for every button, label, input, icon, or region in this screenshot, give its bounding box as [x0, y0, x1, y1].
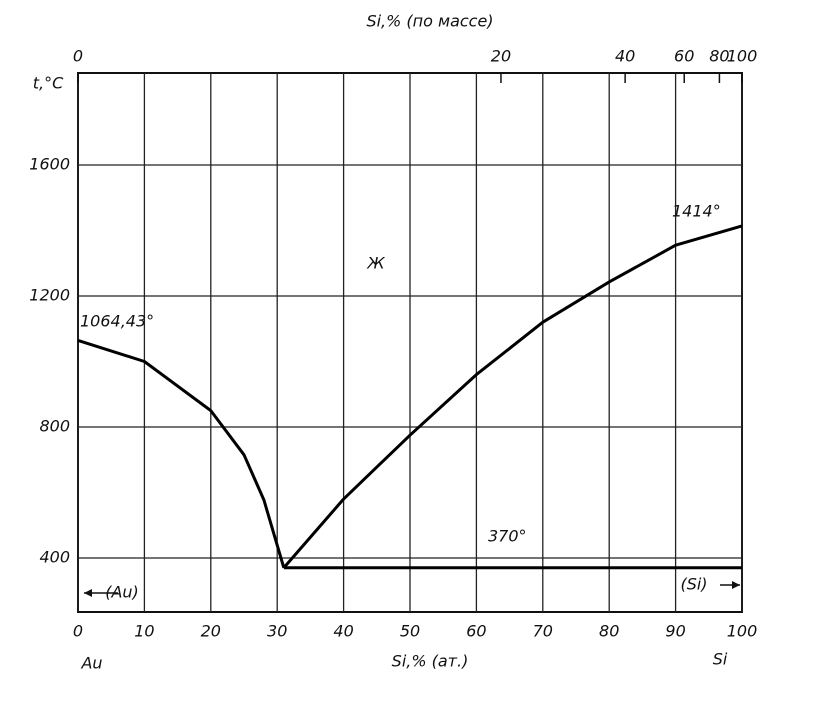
x-tick-label: 10: [134, 622, 154, 641]
top-tick-label: 80: [709, 47, 729, 66]
x-tick-label: 90: [665, 622, 685, 641]
top-tick-label: 0: [73, 47, 83, 66]
annotation: (Au): [105, 583, 139, 602]
x-tick-label: 20: [201, 622, 221, 641]
y-tick-label: 800: [39, 416, 70, 435]
top-tick-label: 100: [727, 47, 758, 66]
annotation: Ж: [366, 254, 385, 273]
curve: [77, 338, 286, 569]
top-tick-label: 60: [674, 47, 694, 66]
x-tick-label: 80: [599, 622, 619, 641]
top-axis-title: Si,% (по массе): [366, 12, 493, 31]
y-axis-title: t,°C: [33, 74, 64, 93]
annotation: 1064,43°: [80, 312, 154, 331]
curve: [282, 224, 743, 569]
y-tick-label: 1200: [29, 286, 70, 305]
y-tick-label: 1600: [29, 155, 70, 174]
x-tick-label: 0: [73, 622, 83, 641]
x-tick-label: 30: [267, 622, 287, 641]
x-tick-label: 70: [533, 622, 553, 641]
x-tick-label: 50: [400, 622, 420, 641]
annotation: 370°: [488, 527, 527, 546]
arrow-head: [84, 589, 92, 597]
arrow-head: [732, 581, 740, 589]
annotation: Au: [80, 654, 102, 673]
x-tick-label: 60: [466, 622, 486, 641]
x-tick-label: 40: [333, 622, 353, 641]
x-tick-label: 100: [727, 622, 758, 641]
y-tick-label: 400: [39, 547, 70, 566]
annotation: 1414°: [672, 202, 721, 221]
top-tick-label: 20: [491, 47, 511, 66]
x-axis-title: Si,% (ат.): [392, 652, 469, 671]
annotation: Si: [713, 650, 728, 669]
top-tick-label: 40: [615, 47, 635, 66]
annotation: (Si): [680, 575, 707, 594]
